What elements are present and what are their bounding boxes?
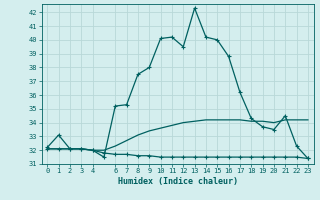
X-axis label: Humidex (Indice chaleur): Humidex (Indice chaleur) — [118, 177, 237, 186]
